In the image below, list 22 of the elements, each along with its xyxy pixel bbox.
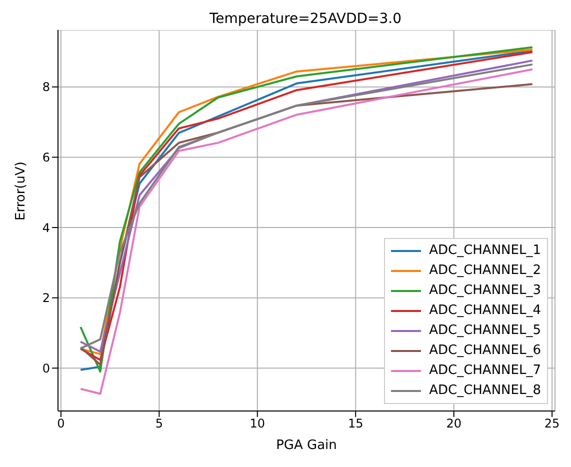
x-axis-title: PGA Gain bbox=[276, 438, 337, 453]
y-tick-label: 2 bbox=[42, 291, 50, 306]
legend-label: ADC_CHANNEL_8 bbox=[429, 382, 541, 400]
legend-label: ADC_CHANNEL_5 bbox=[429, 322, 541, 340]
legend-label: ADC_CHANNEL_3 bbox=[429, 282, 541, 300]
legend-label: ADC_CHANNEL_6 bbox=[429, 342, 541, 360]
x-tick-label: 10 bbox=[250, 416, 266, 431]
y-tick-label: 0 bbox=[42, 361, 50, 376]
legend-label: ADC_CHANNEL_1 bbox=[429, 242, 541, 260]
legend-label: ADC_CHANNEL_2 bbox=[429, 262, 541, 280]
x-tick-label: 15 bbox=[348, 416, 364, 431]
legend-label: ADC_CHANNEL_7 bbox=[429, 362, 541, 380]
x-tick-label: 20 bbox=[446, 416, 462, 431]
chart-title: Temperature=25AVDD=3.0 bbox=[208, 10, 403, 29]
x-tick-label: 25 bbox=[544, 416, 560, 431]
y-tick-label: 4 bbox=[42, 220, 50, 235]
x-tick-label: 0 bbox=[57, 416, 65, 431]
y-axis-title: Error(uV) bbox=[14, 162, 29, 220]
x-tick-label: 5 bbox=[155, 416, 163, 431]
legend-label: ADC_CHANNEL_4 bbox=[429, 302, 541, 320]
y-tick-label: 6 bbox=[42, 150, 50, 164]
y-tick-label: 8 bbox=[42, 80, 50, 94]
